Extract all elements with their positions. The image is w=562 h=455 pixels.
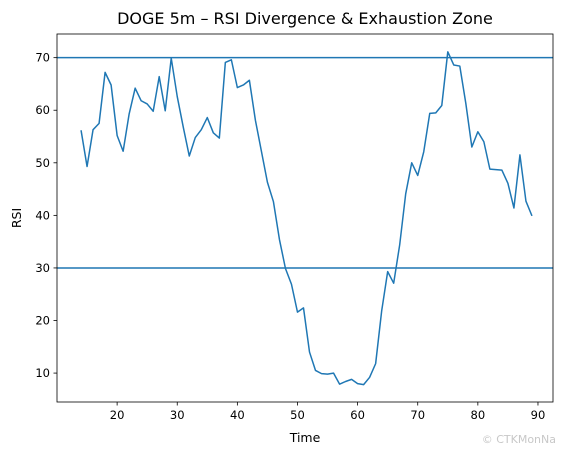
y-tick-label: 60 [35,103,50,117]
chart-title: DOGE 5m – RSI Divergence & Exhaustion Zo… [117,9,493,28]
watermark: © CTKMonNa [482,433,556,446]
x-tick-label: 20 [110,408,125,422]
y-tick-label: 10 [35,366,50,380]
rsi-line [80,51,533,386]
y-axis-label: RSI [9,208,24,228]
axes-frame [56,33,554,403]
x-tick-label: 50 [290,408,305,422]
x-tick-label: 70 [410,408,425,422]
x-tick-label: 90 [531,408,546,422]
y-tick-label: 50 [35,156,50,170]
x-axis-label: Time [289,430,321,445]
x-tick-label: 80 [471,408,486,422]
y-tick-label: 20 [35,314,50,328]
x-tick-label: 30 [170,408,185,422]
x-tick-label: 40 [230,408,245,422]
y-tick-label: 70 [35,51,50,65]
x-tick-label: 60 [350,408,365,422]
y-tick-label: 40 [35,208,50,222]
plot-area: 20 30 40 50 60 70 80 90 10 20 30 40 50 60 70 [35,33,554,422]
y-tick-label: 30 [35,261,50,275]
